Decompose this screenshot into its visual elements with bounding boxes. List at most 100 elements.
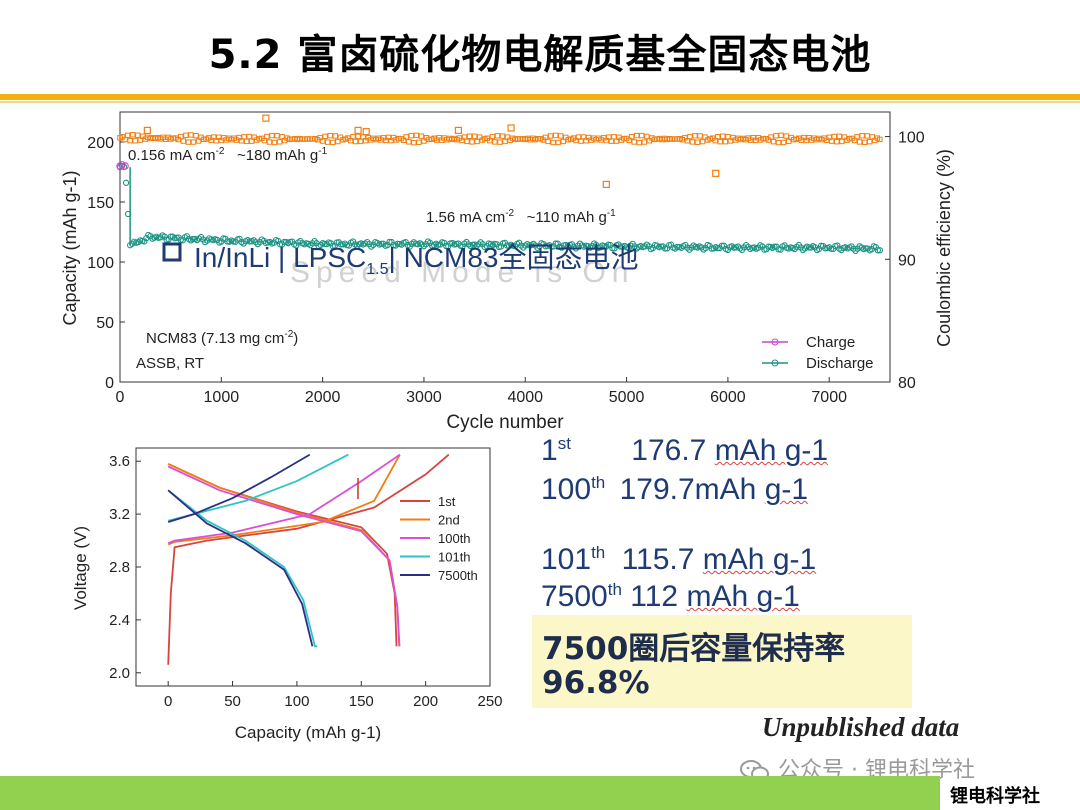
discharge-point — [189, 235, 197, 243]
ce-point — [639, 132, 645, 139]
ce-point — [636, 139, 642, 146]
ce-point — [180, 138, 187, 144]
ce-outlier-point — [262, 114, 270, 122]
charge-point — [116, 162, 124, 170]
brand-label: 锂电科学社 — [950, 786, 1040, 807]
ce-point — [859, 133, 865, 139]
legend-discharge-label: Discharge — [806, 355, 874, 372]
ce-point — [193, 132, 199, 139]
ce-point — [834, 139, 840, 145]
top-y-tick-label: 200 — [87, 135, 114, 152]
ce-outlier-point — [143, 126, 151, 135]
ce-point — [770, 138, 777, 145]
retention-value: 96.8% — [542, 665, 650, 701]
discharge-point — [122, 179, 130, 186]
ce-point — [489, 133, 496, 140]
capacity-line-1: 1st 176.7 mAh g-1 — [541, 434, 829, 467]
ce-outlier-point — [507, 124, 515, 132]
ce-point — [324, 139, 331, 145]
ce-point — [836, 133, 843, 140]
ce-point — [641, 139, 648, 145]
top-x-tick-label: 1000 — [204, 389, 240, 406]
ce-outlier-point — [602, 180, 610, 189]
bottom-x-tick-label: 150 — [349, 693, 374, 710]
ce-point — [715, 134, 721, 140]
top-legend: Charge Discharge — [762, 334, 874, 372]
unpublished-note: Unpublished data — [762, 712, 960, 742]
discharge-point — [661, 245, 669, 252]
slide-title: 5.2 富卤硫化物电解质基全固态电池 — [208, 32, 872, 78]
ce-point — [271, 139, 278, 146]
bottom-y-tick-label: 3.6 — [109, 453, 130, 470]
ce-point — [877, 136, 883, 143]
top-y2-tick-label: 80 — [898, 375, 916, 392]
ce-point — [720, 133, 726, 139]
discharge-point — [469, 241, 476, 248]
ce-point — [552, 132, 559, 139]
charge-point — [121, 162, 129, 170]
top-x-tick-label: 7000 — [811, 389, 847, 406]
ce-point — [854, 133, 860, 140]
ce-point — [864, 133, 870, 139]
ce-point — [183, 132, 189, 139]
ce-point — [132, 138, 138, 144]
top-y-tick-label: 50 — [96, 315, 114, 332]
ghost-watermark-text: Speed Mode is On — [290, 256, 634, 289]
bottom-x-label: Capacity (mAh g-1) — [235, 723, 381, 742]
ce-point — [689, 139, 696, 145]
ce-point — [494, 133, 501, 139]
legend-label-2nd: 2nd — [438, 513, 460, 528]
ce-point — [185, 139, 192, 145]
top-x-tick-label: 4000 — [507, 389, 543, 406]
bottom-x-tick-label: 0 — [164, 693, 172, 710]
discharge-point — [876, 247, 884, 254]
bottom-x-tick-label: 250 — [477, 693, 502, 710]
legend-label-7500th: 7500th — [438, 568, 478, 583]
legend-discharge-marker — [771, 359, 779, 367]
ce-point — [276, 139, 283, 145]
discharge-point — [526, 242, 533, 249]
top-x-tick-label: 5000 — [609, 389, 645, 406]
ce-point — [547, 133, 554, 139]
ce-point — [558, 133, 564, 139]
bottom-x-tick-label: 100 — [284, 693, 309, 710]
legend-label-1st: 1st — [438, 494, 456, 509]
ce-point — [631, 139, 637, 145]
legend-charge-label: Charge — [806, 334, 855, 351]
ce-point — [783, 133, 789, 139]
title-divider-thin — [0, 101, 1080, 103]
ce-point — [856, 139, 863, 145]
ce-point — [634, 132, 640, 139]
ce-outlier-point — [712, 169, 720, 177]
ce-point — [469, 139, 475, 145]
bottom-plot-frame — [135, 447, 491, 687]
rate-low-label: 0.156 mA cm-2 ~180 mAh g-1 — [128, 146, 328, 164]
ce-point — [188, 132, 194, 138]
capacity-line-2: 100th 179.7mAh g-1 — [541, 473, 809, 506]
discharge-point — [874, 247, 881, 254]
ce-point — [190, 139, 197, 145]
top-y-tick-label: 100 — [87, 255, 114, 272]
ce-point — [274, 133, 280, 139]
ce-point — [264, 133, 270, 140]
cycling-chart: 0 1000 2000 3000 4000 5000 6000 7000 0 50 100 150 20… — [60, 111, 954, 433]
top-y-tick-label: 150 — [87, 195, 114, 212]
discharge-point — [321, 240, 328, 248]
bottom-y-tick-label: 2.0 — [109, 665, 130, 682]
top-y2-tick-label: 90 — [898, 252, 916, 269]
curve-101th-discharge — [167, 489, 318, 648]
ce-point — [352, 138, 359, 145]
ce-point — [411, 139, 417, 146]
discharge-point — [674, 243, 681, 251]
voltage-profile-chart: 0 50 100 150 200 250 2.0 2.4 2.8 3.2 3.6 Voltage (… — [71, 447, 503, 742]
ce-point — [545, 138, 551, 145]
square-bullet-icon — [162, 242, 182, 262]
curve-7500th-discharge — [167, 489, 314, 647]
rate-high-label: 1.56 mA cm-2 ~110 mAh g-1 — [426, 208, 616, 226]
ce-point — [697, 133, 703, 139]
capacity-line-3: 101th 115.7 mAh g-1 — [541, 543, 817, 576]
ce-outlier-point — [454, 126, 462, 135]
retention-label: 7500圈后容量保持率 — [542, 631, 846, 667]
top-x-tick-label: 0 — [116, 389, 125, 406]
ce-point — [492, 139, 498, 145]
